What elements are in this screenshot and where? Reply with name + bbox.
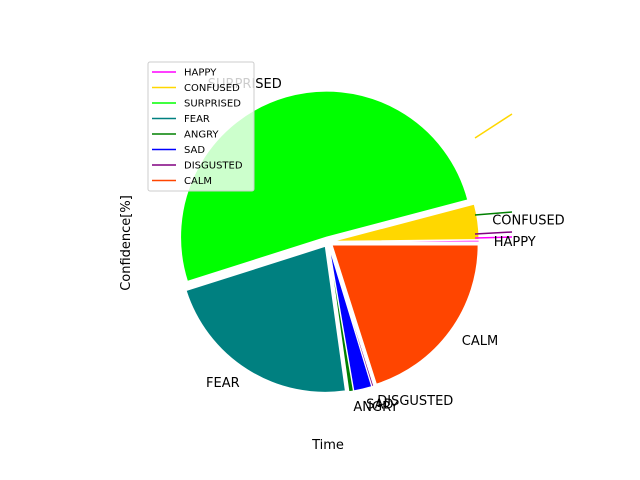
leader-lines bbox=[474, 113, 513, 239]
legend-label-happy: HAPPY bbox=[184, 68, 217, 79]
slice-label-angry: ANGRY bbox=[353, 400, 398, 415]
slice-happy bbox=[333, 239, 480, 243]
legend-label-angry: ANGRY bbox=[184, 130, 219, 141]
legend: HAPPY CONFUSED SURPRISED FEAR ANGRY SAD DISGUS… bbox=[147, 61, 255, 192]
slice-label-happy: HAPPY bbox=[494, 235, 536, 250]
slice-label-calm: CALM bbox=[462, 334, 498, 349]
slice-disgusted bbox=[329, 246, 375, 388]
legend-label-disgusted: DISGUSTED bbox=[184, 161, 243, 172]
leader-line-happy bbox=[474, 236, 513, 239]
legend-box bbox=[147, 61, 255, 192]
x-axis-label: Time bbox=[311, 438, 344, 453]
legend-label-sad: SAD bbox=[184, 145, 205, 156]
slice-label-confused: CONFUSED bbox=[492, 214, 565, 229]
slice-confused bbox=[332, 203, 480, 242]
legend-label-surprised: SURPRISED bbox=[184, 99, 241, 110]
slice-label-disgusted: DISGUSTED bbox=[377, 394, 453, 409]
legend-label-confused: CONFUSED bbox=[184, 83, 240, 94]
slice-fear bbox=[185, 245, 346, 393]
leader-line-confused bbox=[474, 113, 513, 139]
leader-line-angry bbox=[474, 211, 513, 216]
legend-label-calm: CALM bbox=[184, 176, 212, 187]
slice-labels: HAPPYCONFUSEDSURPRISEDFEARANGRYSADDISGUS… bbox=[206, 77, 565, 415]
leader-line-disgusted bbox=[474, 231, 513, 235]
y-axis-label: Confidence[%] bbox=[119, 195, 134, 291]
slice-label-sad: SAD bbox=[366, 397, 393, 412]
slice-label-fear: FEAR bbox=[206, 376, 240, 391]
legend-label-fear: FEAR bbox=[184, 114, 210, 125]
slice-calm bbox=[331, 244, 479, 385]
